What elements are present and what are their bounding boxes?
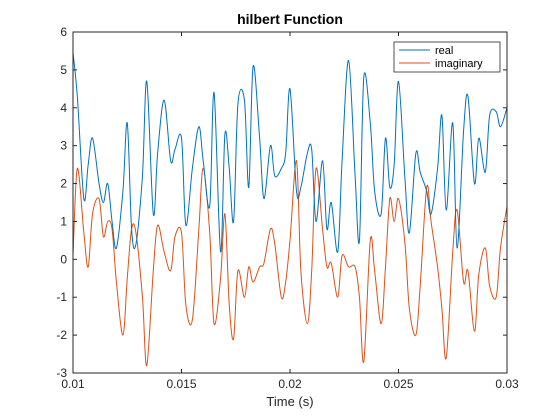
series-line-imaginary	[72, 160, 508, 366]
x-axis-label: Time (s)	[266, 394, 313, 409]
legend-label-real: real	[435, 45, 453, 57]
series-line-real	[72, 52, 508, 253]
y-tick-label: 2	[60, 177, 67, 191]
chart-title: hilbert Function	[237, 11, 343, 27]
y-tick-label: -3	[56, 366, 67, 380]
y-tick-label: 3	[60, 139, 67, 153]
x-tick-label: 0.03	[495, 377, 519, 391]
legend-label-imaginary: imaginary	[435, 58, 483, 70]
tick-layer: 0.01 0.015 0.02 0.025 0.03 -3 -2 -1 0 1 2 3 4 5 6	[56, 25, 519, 391]
series-layer	[72, 52, 508, 366]
y-tick-label: 5	[60, 63, 67, 77]
x-tick-label: 0.025	[383, 377, 413, 391]
y-tick-label: 6	[60, 25, 67, 39]
x-tick-label: 0.02	[278, 377, 302, 391]
y-tick-label: 0	[60, 252, 67, 266]
y-tick-label: -2	[56, 328, 67, 342]
y-tick-label: 1	[60, 214, 67, 228]
x-tick-label: 0.015	[166, 377, 196, 391]
x-tick-label: 0.01	[61, 377, 85, 391]
plot-area	[73, 32, 507, 373]
legend-box	[393, 41, 501, 73]
y-tick-label: 4	[60, 101, 67, 115]
y-tick-label: -1	[56, 290, 67, 304]
